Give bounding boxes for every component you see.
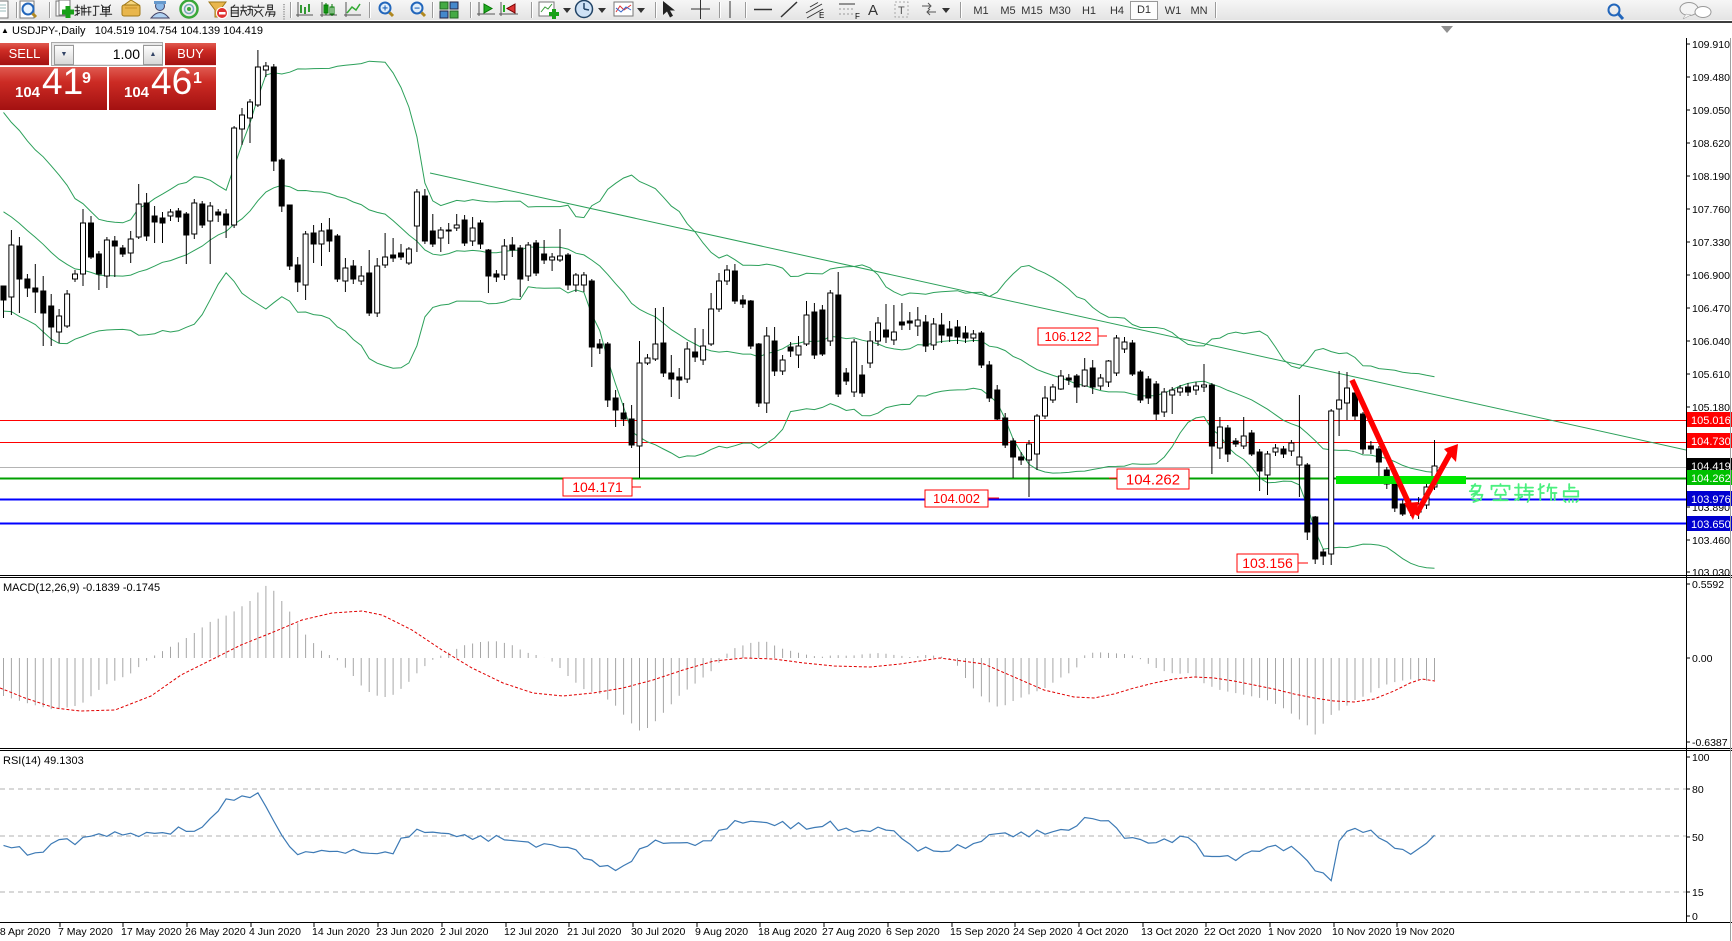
svg-text:-0.6387: -0.6387 xyxy=(1692,737,1728,749)
svg-text:4 Jun 2020: 4 Jun 2020 xyxy=(249,926,301,938)
svg-text:0: 0 xyxy=(1692,911,1698,923)
svg-text:103.156: 103.156 xyxy=(1242,555,1293,571)
svg-text:105.610: 105.610 xyxy=(1692,369,1730,381)
svg-text:105.180: 105.180 xyxy=(1692,402,1730,414)
svg-text:−: − xyxy=(414,4,420,15)
svg-text:100: 100 xyxy=(1692,752,1710,764)
svg-text:0.5592: 0.5592 xyxy=(1692,579,1724,591)
svg-text:109.050: 109.050 xyxy=(1692,105,1730,117)
svg-text:7 May 2020: 7 May 2020 xyxy=(58,926,113,938)
svg-text:106.040: 106.040 xyxy=(1692,336,1730,348)
svg-text:80: 80 xyxy=(1692,784,1704,796)
svg-text:103.976: 103.976 xyxy=(1691,494,1731,506)
svg-text:T: T xyxy=(898,5,905,17)
svg-text:17 May 2020: 17 May 2020 xyxy=(121,926,182,938)
svg-text:107.330: 107.330 xyxy=(1692,237,1730,249)
svg-text:27 Aug 2020: 27 Aug 2020 xyxy=(822,926,881,938)
svg-text:+: + xyxy=(382,4,388,15)
svg-text:18 Aug 2020: 18 Aug 2020 xyxy=(758,926,817,938)
svg-text:E: E xyxy=(819,11,824,20)
svg-text:103.650: 103.650 xyxy=(1691,519,1731,531)
svg-text:4 Oct 2020: 4 Oct 2020 xyxy=(1077,926,1129,938)
svg-text:19 Nov 2020: 19 Nov 2020 xyxy=(1395,926,1455,938)
svg-text:103.460: 103.460 xyxy=(1692,535,1730,547)
svg-text:28 Apr 2020: 28 Apr 2020 xyxy=(0,926,51,938)
svg-text:14 Jun 2020: 14 Jun 2020 xyxy=(312,926,370,938)
svg-text:15: 15 xyxy=(1692,887,1704,899)
svg-text:104.262: 104.262 xyxy=(1691,473,1731,485)
svg-text:12 Jul 2020: 12 Jul 2020 xyxy=(504,926,558,938)
svg-text:MACD(12,26,9) -0.1839 -0.1745: MACD(12,26,9) -0.1839 -0.1745 xyxy=(3,582,160,594)
svg-text:9 Aug 2020: 9 Aug 2020 xyxy=(695,926,748,938)
svg-text:F: F xyxy=(855,12,860,21)
svg-text:50: 50 xyxy=(1692,832,1704,844)
svg-text:109.910: 109.910 xyxy=(1692,39,1730,51)
svg-text:108.190: 108.190 xyxy=(1692,171,1730,183)
svg-text:105.016: 105.016 xyxy=(1691,415,1731,427)
svg-text:109.480: 109.480 xyxy=(1692,72,1730,84)
svg-text:107.760: 107.760 xyxy=(1692,204,1730,216)
svg-text:6 Sep 2020: 6 Sep 2020 xyxy=(886,926,940,938)
svg-text:1 Nov 2020: 1 Nov 2020 xyxy=(1268,926,1322,938)
svg-text:106.122: 106.122 xyxy=(1045,329,1092,344)
svg-text:2 Jul 2020: 2 Jul 2020 xyxy=(440,926,489,938)
svg-text:15 Sep 2020: 15 Sep 2020 xyxy=(950,926,1010,938)
svg-text:26 May 2020: 26 May 2020 xyxy=(185,926,246,938)
svg-text:104.002: 104.002 xyxy=(933,491,980,506)
svg-text:22 Oct 2020: 22 Oct 2020 xyxy=(1204,926,1261,938)
svg-text:106.900: 106.900 xyxy=(1692,270,1730,282)
svg-text:104.730: 104.730 xyxy=(1691,436,1731,448)
svg-text:21 Jul 2020: 21 Jul 2020 xyxy=(567,926,621,938)
svg-text:0.00: 0.00 xyxy=(1692,653,1713,665)
svg-text:RSI(14) 49.1303: RSI(14) 49.1303 xyxy=(3,755,84,767)
svg-text:23 Jun 2020: 23 Jun 2020 xyxy=(376,926,434,938)
svg-text:108.620: 108.620 xyxy=(1692,138,1730,150)
svg-text:13 Oct 2020: 13 Oct 2020 xyxy=(1141,926,1198,938)
svg-text:104.262: 104.262 xyxy=(1126,471,1180,488)
svg-text:30 Jul 2020: 30 Jul 2020 xyxy=(631,926,685,938)
svg-text:24 Sep 2020: 24 Sep 2020 xyxy=(1013,926,1073,938)
svg-text:106.470: 106.470 xyxy=(1692,303,1730,315)
svg-text:10 Nov 2020: 10 Nov 2020 xyxy=(1332,926,1392,938)
svg-text:104.171: 104.171 xyxy=(572,479,623,495)
svg-text:A: A xyxy=(868,2,878,19)
